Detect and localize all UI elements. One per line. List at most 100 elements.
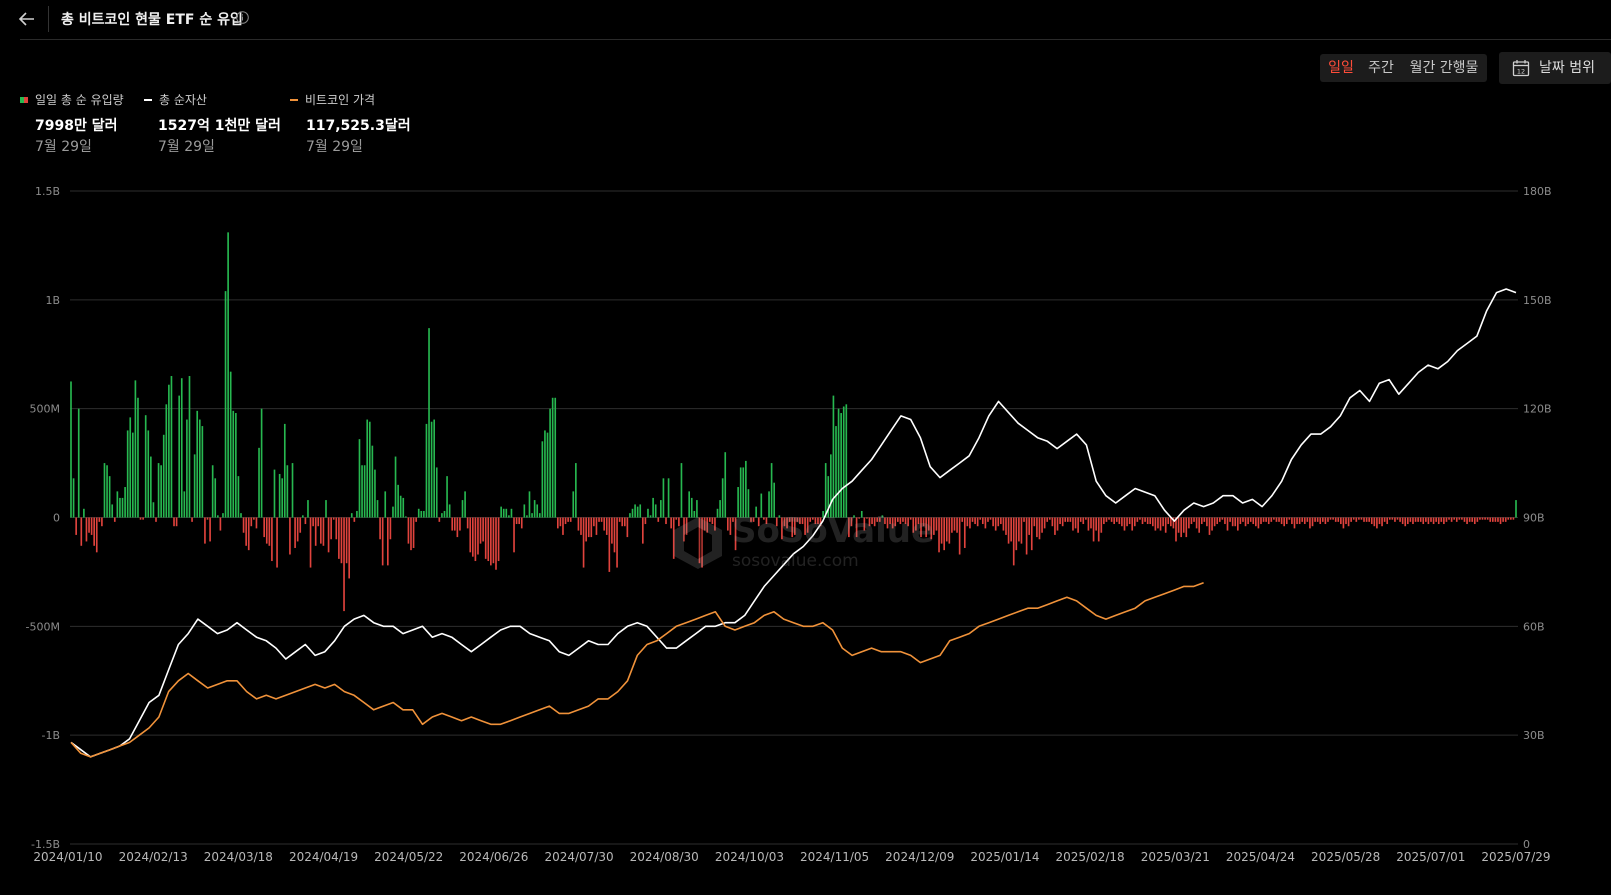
flow-bar[interactable] [958,517,961,555]
flow-bar[interactable] [981,517,984,525]
net-assets-line[interactable] [70,288,1517,758]
flow-bar[interactable] [1046,517,1049,522]
flow-bar[interactable] [273,469,276,518]
flow-bar[interactable] [500,506,502,518]
flow-bar[interactable] [750,517,752,522]
flow-bar[interactable] [1090,517,1092,529]
flow-bar[interactable] [258,447,260,518]
flow-bar[interactable] [1118,517,1121,525]
flow-bar[interactable] [1358,517,1360,520]
flow-bar[interactable] [660,500,662,518]
flow-bar[interactable] [1435,517,1437,522]
flow-bar[interactable] [384,491,387,518]
flow-bar[interactable] [283,423,286,518]
flow-bar[interactable] [1466,517,1468,525]
flow-bar[interactable] [142,517,144,520]
flow-bar[interactable] [590,517,593,538]
flow-bar[interactable] [1139,517,1141,520]
flow-bar[interactable] [1242,517,1244,522]
flow-bar[interactable] [824,463,827,518]
flow-bar[interactable] [1126,517,1128,527]
flow-bar[interactable] [1473,517,1476,525]
flow-bar[interactable] [108,476,111,518]
flow-bar[interactable] [1085,517,1087,520]
flow-bar[interactable] [247,517,250,551]
flow-bar[interactable] [1182,517,1185,533]
flow-bar[interactable] [1376,517,1378,529]
flow-bar[interactable] [386,517,389,566]
flow-bar[interactable] [1095,517,1097,531]
flow-bar[interactable] [1440,517,1443,522]
flow-bar[interactable] [157,463,160,518]
flow-bar[interactable] [186,419,188,518]
flow-bar[interactable] [976,517,979,527]
flow-bar[interactable] [1314,517,1316,522]
flow-bar[interactable] [456,517,459,538]
flow-bar[interactable] [896,517,899,522]
flow-bar[interactable] [70,381,72,518]
flow-bar[interactable] [415,517,417,522]
flow-bar[interactable] [1301,517,1304,522]
flow-bar[interactable] [103,463,106,518]
flow-bar[interactable] [399,495,402,518]
flow-bar[interactable] [878,517,881,522]
flow-bar[interactable] [392,506,394,518]
flow-bar[interactable] [72,478,75,518]
flow-bar[interactable] [953,517,956,531]
flow-bar[interactable] [1275,517,1278,522]
flow-bar[interactable] [1309,517,1311,529]
flow-bar[interactable] [1020,517,1023,544]
flow-bar[interactable] [685,517,688,535]
flow-bar[interactable] [1218,517,1221,522]
flow-bar[interactable] [1193,517,1195,522]
flow-bar[interactable] [371,445,374,518]
flow-bar[interactable] [361,465,363,518]
flow-bar[interactable] [1151,517,1154,527]
flow-bar[interactable] [1038,517,1041,540]
flow-bar[interactable] [608,517,611,572]
flow-bar[interactable] [441,513,443,518]
flow-bar[interactable] [920,517,922,538]
flow-bar[interactable] [1412,517,1414,525]
flow-bar[interactable] [585,517,587,542]
flow-bar[interactable] [1043,517,1046,529]
flow-bar[interactable] [165,404,168,518]
flow-bar[interactable] [1378,517,1381,525]
flow-bar[interactable] [580,517,582,535]
flow-bar[interactable] [1427,517,1430,525]
flow-bar[interactable] [461,500,464,518]
flow-bar[interactable] [124,487,126,518]
flow-bar[interactable] [487,517,490,562]
flow-bar[interactable] [88,517,90,533]
flow-bar[interactable] [317,517,320,527]
flow-bar[interactable] [178,395,181,518]
flow-bar[interactable] [873,517,876,527]
flow-bar[interactable] [891,517,894,529]
flow-bar[interactable] [183,491,186,518]
flow-bar[interactable] [641,517,644,544]
flow-bar[interactable] [544,430,546,518]
flow-bar[interactable] [711,517,714,525]
flow-bar[interactable] [678,517,680,527]
flow-bar[interactable] [482,517,484,542]
flow-bar[interactable] [1170,517,1172,527]
flow-bar[interactable] [464,491,466,518]
flow-bar[interactable] [173,517,175,527]
flow-bar[interactable] [1497,517,1499,522]
flow-bar[interactable] [799,517,801,525]
flow-bar[interactable] [1002,517,1005,531]
flow-bar[interactable] [1092,517,1095,542]
flow-bar[interactable] [716,508,719,518]
flow-bar[interactable] [1270,517,1273,522]
flow-bar[interactable] [528,491,531,518]
flow-bar[interactable] [961,517,964,522]
flow-bar[interactable] [1260,517,1262,525]
flow-bar[interactable] [1510,517,1512,520]
flow-bar[interactable] [719,500,721,518]
flow-bar[interactable] [1265,517,1267,522]
flow-bar[interactable] [850,517,853,527]
flow-bar[interactable] [1355,517,1358,522]
flow-bar[interactable] [538,513,541,518]
flow-bar[interactable] [1494,517,1497,522]
flow-bar[interactable] [1471,517,1474,522]
